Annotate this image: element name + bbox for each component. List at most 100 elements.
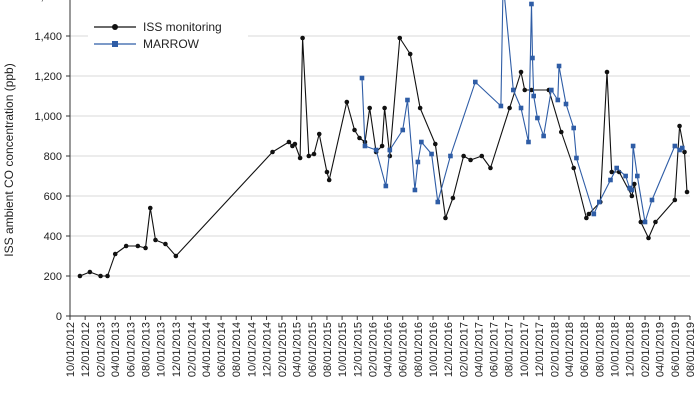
data-point-iss [432, 141, 438, 147]
x-tick-labels: 10/01/2012 12/01/2012 02/01/2013 04/01/2013… [65, 322, 697, 377]
y-tick-label: 400 [44, 231, 62, 243]
x-tick-label: 12/01/2015 [352, 322, 364, 377]
data-point-iss [357, 135, 362, 141]
data-point-iss [407, 51, 413, 57]
x-tick-label: 12/01/2012 [80, 322, 92, 377]
data-point-marrow [591, 211, 597, 217]
data-point-iss [518, 69, 524, 75]
legend-label-marrow: MARROW [143, 37, 200, 51]
data-point-marrow [405, 97, 410, 103]
data-point-iss [417, 105, 423, 111]
data-point-iss [324, 169, 330, 175]
data-point-iss [584, 215, 589, 221]
x-tick-label: 12/01/2014 [262, 322, 274, 377]
x-tick-label: 10/01/2015 [337, 322, 349, 377]
x-tick-label: 06/01/2016 [398, 322, 410, 377]
data-point-iss [672, 197, 678, 203]
data-point-iss [135, 243, 141, 249]
data-point-marrow [635, 173, 640, 179]
x-tick-label: 02/01/2013 [96, 322, 108, 377]
x-tick-label: 08/01/2015 [322, 322, 334, 377]
x-tick-label: 08/01/2018 [594, 322, 606, 377]
data-point-marrow [472, 79, 478, 85]
data-point-marrow [556, 63, 562, 69]
data-point-marrow [629, 187, 635, 193]
x-tick-label: 04/01/2018 [564, 322, 576, 377]
data-point-iss [367, 105, 372, 111]
data-point-iss [558, 129, 564, 135]
x-tick-label: 02/01/2016 [368, 322, 380, 377]
data-point-iss [87, 269, 93, 275]
data-point-iss [147, 205, 153, 211]
x-tick-label: 02/01/2015 [277, 322, 289, 377]
y-tick-label: 200 [44, 271, 62, 283]
x-tick-label: 04/01/2015 [292, 322, 304, 377]
x-tick-label: 10/01/2016 [428, 322, 440, 377]
data-point-iss [300, 35, 305, 41]
series-line-marrow [361, 0, 683, 223]
x-tick-label: 04/01/2016 [383, 322, 395, 377]
x-tick-label: 12/01/2018 [625, 322, 637, 377]
data-point-iss [677, 123, 682, 129]
data-point-marrow [359, 75, 365, 81]
x-tick-label: 12/01/2013 [171, 322, 183, 377]
y-tick-label: 1,000 [34, 111, 62, 123]
x-tick-label: 06/01/2017 [488, 322, 500, 377]
series-layer [77, 0, 690, 279]
data-point-iss [529, 87, 534, 93]
data-point-marrow [362, 143, 368, 149]
data-point-iss [632, 181, 637, 187]
data-point-iss [379, 143, 385, 149]
data-point-marrow [498, 103, 504, 109]
x-tick-label: 10/01/2014 [246, 322, 258, 377]
x-tick-label: 12/01/2017 [534, 322, 546, 377]
data-point-iss [326, 177, 332, 183]
data-point-iss [311, 151, 317, 157]
data-point-marrow [400, 127, 406, 133]
data-point-marrow [555, 97, 561, 103]
x-tick-label: 10/01/2018 [609, 322, 621, 377]
data-point-iss [316, 131, 322, 137]
x-tick-label: 10/01/2012 [65, 322, 77, 377]
data-point-marrow [530, 55, 535, 61]
y-tick-label: 1,200 [34, 71, 62, 83]
data-point-marrow [677, 147, 682, 153]
data-point-iss [443, 215, 448, 221]
data-point-iss [77, 273, 83, 279]
data-point-iss [98, 273, 103, 279]
data-point-marrow [526, 139, 531, 145]
data-point-iss [682, 149, 687, 155]
data-point-iss [105, 273, 110, 279]
data-point-marrow [448, 153, 453, 159]
x-tick-label: 08/01/2019 [685, 322, 697, 377]
data-point-marrow [642, 219, 648, 225]
data-point-iss [507, 105, 512, 111]
data-point-iss [352, 127, 357, 133]
data-point-marrow [531, 93, 536, 99]
data-point-marrow [608, 177, 613, 183]
legend-background [88, 16, 248, 56]
data-point-iss [653, 219, 658, 225]
x-tick-label: 06/01/2014 [216, 322, 228, 377]
data-point-iss [397, 35, 403, 41]
data-point-iss [173, 253, 179, 259]
data-point-iss [684, 189, 690, 195]
data-point-iss [638, 219, 644, 225]
x-tick-label: 08/01/2014 [231, 322, 243, 377]
data-point-marrow [549, 87, 554, 93]
data-point-iss [123, 243, 129, 249]
x-tick-label: 06/01/2019 [670, 322, 682, 377]
legend-marker-marrow [112, 41, 118, 47]
x-tick-label: 06/01/2013 [125, 322, 137, 377]
x-tick-label: 12/01/2016 [443, 322, 455, 377]
data-point-iss [270, 149, 275, 155]
data-point-iss [604, 69, 610, 75]
x-tick-label: 06/01/2015 [307, 322, 319, 377]
data-point-iss [609, 169, 615, 175]
x-tick-label: 10/01/2013 [156, 322, 168, 377]
data-point-marrow [518, 105, 524, 111]
data-point-iss [344, 99, 350, 105]
data-point-marrow [596, 199, 602, 205]
data-point-iss [112, 251, 118, 257]
